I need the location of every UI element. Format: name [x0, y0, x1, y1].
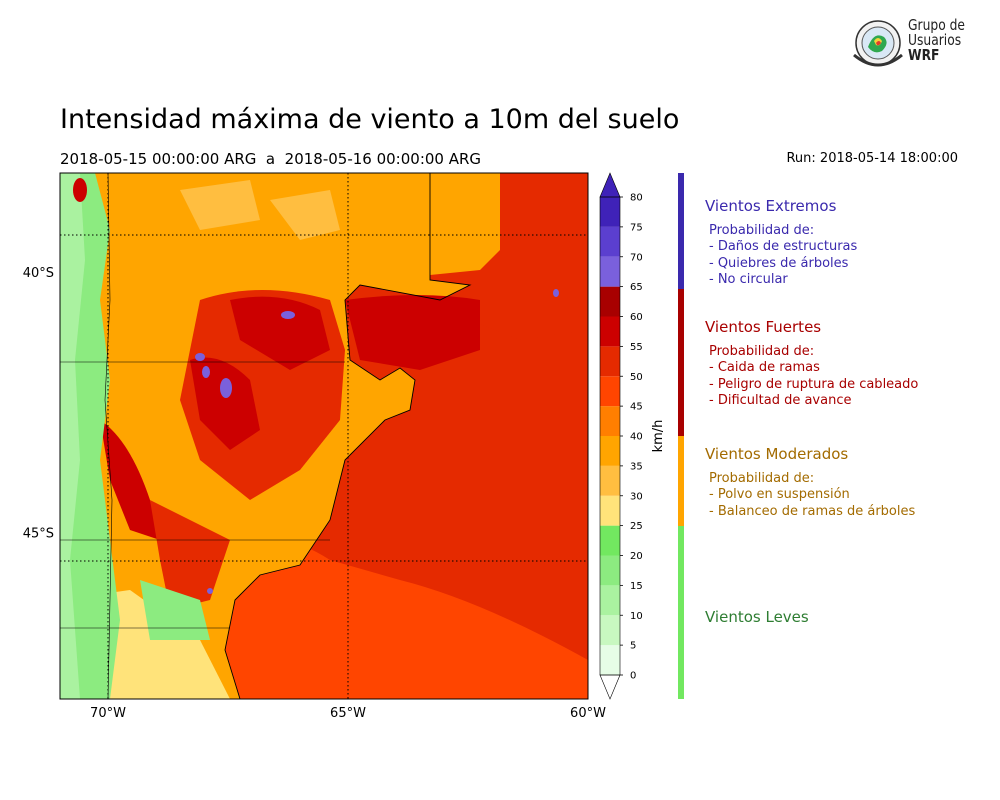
colorbar-swatch-11	[600, 316, 620, 347]
sea-darkred-gulf	[345, 295, 480, 370]
colorbar-tick-label-8: 40	[630, 432, 643, 443]
colorbar-tick-label-15: 75	[630, 222, 643, 233]
legend-line-0-3: - No circular	[709, 272, 788, 288]
colorbar-tick-label-12: 60	[630, 312, 643, 323]
run-timestamp: Run: 2018-05-14 18:00:00	[786, 151, 958, 166]
legend-title-2: Vientos Moderados	[705, 445, 849, 463]
colorbar-swatch-8	[600, 406, 620, 436]
page-title: Intensidad máxima de viento a 10m del su…	[60, 104, 680, 135]
land-green-south	[140, 580, 210, 640]
date-range-subtitle: 2018-05-15 00:00:00 ARG a 2018-05-16 00:…	[60, 150, 482, 168]
colorbar-tick-label-13: 65	[630, 282, 643, 293]
colorbar-tick-label-10: 50	[630, 372, 643, 383]
land-darkred-ridge	[100, 420, 160, 540]
logo-line-2: Usuarios	[908, 31, 962, 49]
land-red-south	[150, 500, 230, 610]
legend-bar-3	[678, 526, 684, 699]
colorbar: 0 5 10 15 20 25 30 35 40 45 50 55 60 65 70 75 80 km/h	[599, 172, 666, 700]
legend-line-1-3: - Dificultad de avance	[709, 393, 852, 409]
land-yellow-nw	[180, 180, 260, 230]
colorbar-tick-label-1: 5	[630, 641, 636, 652]
colorbar-swatch-4	[600, 525, 620, 556]
lon-tick-label-2: 60°W	[570, 706, 606, 721]
colorbar-tick-label-16: 80	[630, 193, 643, 204]
colorbar-swatch-10	[600, 346, 620, 377]
wrf-logo-icon	[853, 20, 903, 67]
colorbar-extend-high	[599, 172, 621, 198]
legend-bar-1	[678, 289, 684, 436]
hotspot-5	[553, 289, 559, 297]
legend-bar-0	[678, 173, 684, 289]
legend-title-0: Vientos Extremos	[705, 197, 837, 215]
legend-title-1: Vientos Fuertes	[705, 318, 822, 336]
colorbar-extend-low	[599, 674, 621, 700]
logo-line-1: Grupo de	[908, 16, 966, 34]
land-darkred-1	[230, 296, 330, 370]
lon-tick-label-1: 65°W	[330, 706, 366, 721]
colorbar-tick-label-11: 55	[630, 342, 643, 353]
hotspot-nw	[73, 178, 87, 202]
lat-tick-label-0: 40°S	[23, 266, 54, 281]
lon-tick-label-0: 70°W	[90, 706, 126, 721]
legend-line-2-1: - Polvo en suspensión	[709, 487, 850, 503]
colorbar-swatch-6	[600, 465, 620, 496]
legend-bar-2	[678, 436, 684, 526]
colorbar-tick-label-4: 20	[630, 551, 643, 562]
colorbar-tick-label-3: 15	[630, 581, 643, 592]
colorbar-label: km/h	[651, 420, 666, 453]
colorbar-tick-label-2: 10	[630, 611, 643, 622]
legend-line-1-2: - Peligro de ruptura de cableado	[709, 376, 919, 392]
legend-line-0-0: Probabilidad de:	[709, 223, 815, 238]
logo-text: Grupo de Usuarios WRF	[908, 18, 965, 63]
colorbar-tick-label-7: 35	[630, 461, 643, 472]
colorbar-tick-label-6: 30	[630, 491, 643, 502]
colorbar-swatch-1	[600, 615, 620, 646]
colorbar-swatch-9	[600, 376, 620, 407]
graticule	[60, 173, 588, 699]
country-border	[104, 173, 113, 699]
hotspot-3	[195, 353, 205, 361]
land-yellow-n	[270, 190, 340, 240]
colorbar-tick-label-9: 45	[630, 402, 643, 413]
hotspot-6	[207, 588, 213, 594]
wind-intensity-map	[60, 173, 588, 699]
logo-line-3: WRF	[908, 46, 940, 64]
lat-tick-label-1: 45°S	[23, 526, 54, 541]
axis-labels: 40°S 45°S 70°W 65°W 60°W	[23, 266, 606, 721]
colorbar-tick-label-14: 70	[630, 252, 643, 263]
legend-line-1-0: Probabilidad de:	[709, 344, 815, 359]
colorbar-swatch-12	[600, 286, 620, 317]
colorbar-swatch-15	[600, 197, 620, 227]
legend-line-0-1: - Daños de estructuras	[709, 239, 858, 255]
colorbar-tick-label-0: 0	[630, 671, 636, 682]
legend-line-2-2: - Balanceo de ramas de árboles	[709, 503, 916, 519]
legend-line-2-0: Probabilidad de:	[709, 471, 815, 486]
colorbar-tick-label-5: 25	[630, 521, 643, 532]
legend-line-0-2: - Quiebres de árboles	[709, 255, 849, 271]
colorbar-swatch-13	[600, 256, 620, 287]
legend-title-3: Vientos Leves	[705, 608, 809, 626]
map-frame	[59, 172, 589, 700]
hotspot-4	[202, 366, 210, 378]
colorbar-swatch-3	[600, 555, 620, 586]
colorbar-swatch-0	[600, 645, 620, 675]
colorbar-swatch-7	[600, 436, 620, 466]
hotspot-2	[281, 311, 295, 319]
colorbar-swatch-5	[600, 495, 620, 526]
colorbar-swatch-2	[600, 585, 620, 616]
coastline	[224, 173, 472, 699]
legend-line-1-1: - Caida de ramas	[709, 360, 820, 376]
land-lightgreen-west	[60, 173, 85, 699]
hotspot-1	[220, 378, 232, 398]
colorbar-swatch-14	[600, 226, 620, 257]
land-orange-ne	[380, 173, 500, 275]
land-darkred-2	[190, 357, 260, 450]
